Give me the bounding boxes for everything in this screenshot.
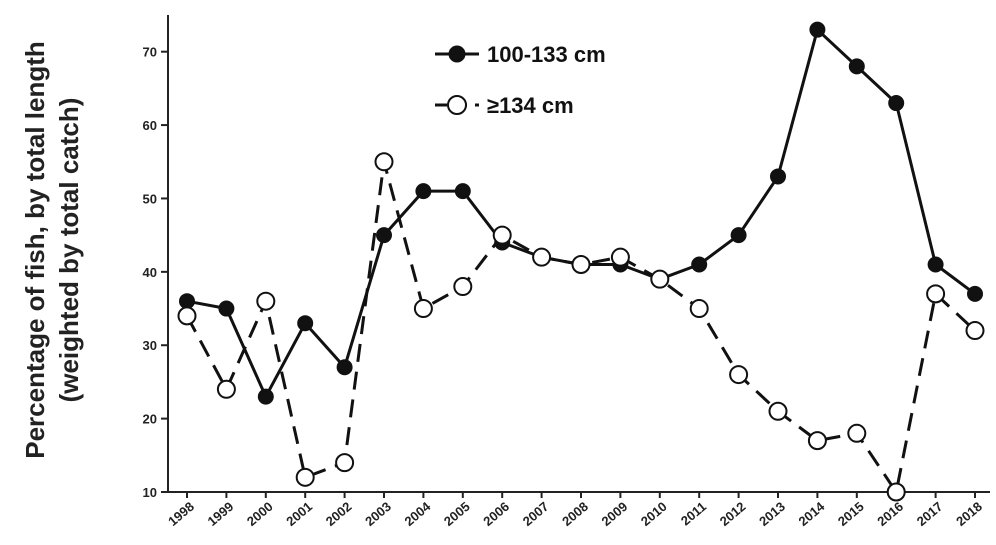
data-point-1 bbox=[729, 365, 749, 385]
x-tick-label: 2008 bbox=[559, 499, 591, 529]
x-tick-label: 2007 bbox=[520, 499, 552, 529]
x-tick-label: 2017 bbox=[914, 499, 946, 529]
x-ticks: 1998 1999 2000 2001 2002 2003 2004 2005 2006 2007… bbox=[165, 492, 985, 529]
legend-label-1: ≥134 cm bbox=[487, 93, 574, 118]
data-point-1 bbox=[571, 255, 591, 275]
data-point-0 bbox=[336, 359, 353, 376]
y-tick-label: 20 bbox=[143, 412, 157, 427]
x-tick-label: 2006 bbox=[480, 499, 512, 529]
data-point-0 bbox=[848, 58, 865, 75]
y-tick-label: 50 bbox=[143, 191, 157, 206]
data-point-0 bbox=[257, 388, 274, 405]
x-tick-label: 2013 bbox=[756, 499, 788, 529]
y-axis-label-line1: Percentage of fish, by total length bbox=[20, 41, 50, 459]
x-tick-label: 2001 bbox=[283, 499, 315, 529]
x-tick-label: 2000 bbox=[244, 499, 276, 529]
data-point-1 bbox=[216, 379, 236, 399]
data-point-1 bbox=[689, 299, 709, 319]
data-point-0 bbox=[730, 227, 747, 244]
data-point-0 bbox=[888, 95, 905, 112]
data-point-1 bbox=[256, 291, 276, 311]
data-point-1 bbox=[413, 299, 433, 319]
x-tick-label: 2012 bbox=[717, 499, 749, 529]
y-axis-label: Percentage of fish, by total length (wei… bbox=[20, 41, 84, 459]
x-tick-label: 2015 bbox=[835, 499, 867, 529]
data-point-0 bbox=[809, 21, 826, 38]
data-point-1 bbox=[532, 247, 552, 267]
x-tick-label: 2011 bbox=[678, 499, 709, 529]
axes bbox=[167, 15, 990, 493]
y-tick-label: 40 bbox=[143, 265, 157, 280]
legend-marker-0 bbox=[448, 45, 466, 63]
y-tick-label: 60 bbox=[143, 118, 157, 133]
y-axis-label-line2: (weighted by total catch) bbox=[54, 98, 84, 403]
x-tick-label: 2014 bbox=[796, 498, 828, 529]
data-point-0 bbox=[454, 183, 471, 200]
series-points bbox=[177, 21, 985, 502]
x-tick-label: 2009 bbox=[599, 499, 631, 529]
x-tick-label: 2004 bbox=[402, 498, 434, 529]
data-point-0 bbox=[691, 256, 708, 273]
data-point-1 bbox=[807, 431, 827, 451]
data-point-1 bbox=[295, 467, 315, 487]
x-tick-label: 2002 bbox=[323, 499, 355, 529]
data-point-1 bbox=[374, 152, 394, 172]
data-point-1 bbox=[650, 269, 670, 289]
legend-label-0: 100-133 cm bbox=[487, 42, 606, 67]
x-tick-label: 1998 bbox=[165, 499, 197, 529]
data-point-0 bbox=[967, 285, 983, 302]
data-point-1 bbox=[453, 277, 473, 297]
data-point-1 bbox=[926, 284, 946, 304]
data-point-1 bbox=[965, 321, 985, 341]
data-point-1 bbox=[335, 453, 355, 473]
x-tick-label: 2016 bbox=[874, 499, 906, 529]
y-ticks: 10 20 30 40 50 60 70 bbox=[143, 45, 168, 500]
data-point-1 bbox=[768, 401, 788, 421]
data-point-1 bbox=[177, 306, 197, 326]
x-tick-label: 2010 bbox=[638, 499, 670, 529]
data-point-0 bbox=[927, 256, 944, 273]
data-point-0 bbox=[218, 300, 235, 317]
data-point-1 bbox=[610, 247, 630, 267]
data-point-1 bbox=[847, 423, 867, 443]
data-point-1 bbox=[492, 225, 512, 245]
legend-marker-1 bbox=[447, 95, 467, 115]
x-tick-label: 2018 bbox=[953, 499, 985, 529]
data-point-0 bbox=[179, 293, 195, 310]
legend: 100-133 cm ≥134 cm bbox=[435, 42, 606, 118]
data-point-0 bbox=[770, 168, 786, 185]
y-tick-label: 70 bbox=[143, 45, 157, 60]
x-tick-label: 2003 bbox=[362, 499, 394, 529]
y-tick-label: 30 bbox=[143, 338, 157, 353]
data-point-1 bbox=[886, 482, 906, 502]
y-tick-label: 10 bbox=[143, 485, 157, 500]
data-point-0 bbox=[415, 183, 432, 200]
x-tick-label: 2005 bbox=[441, 499, 473, 529]
series-line-0 bbox=[186, 28, 976, 399]
data-point-0 bbox=[297, 315, 314, 332]
x-tick-label: 1999 bbox=[205, 499, 237, 529]
data-point-0 bbox=[376, 227, 392, 244]
